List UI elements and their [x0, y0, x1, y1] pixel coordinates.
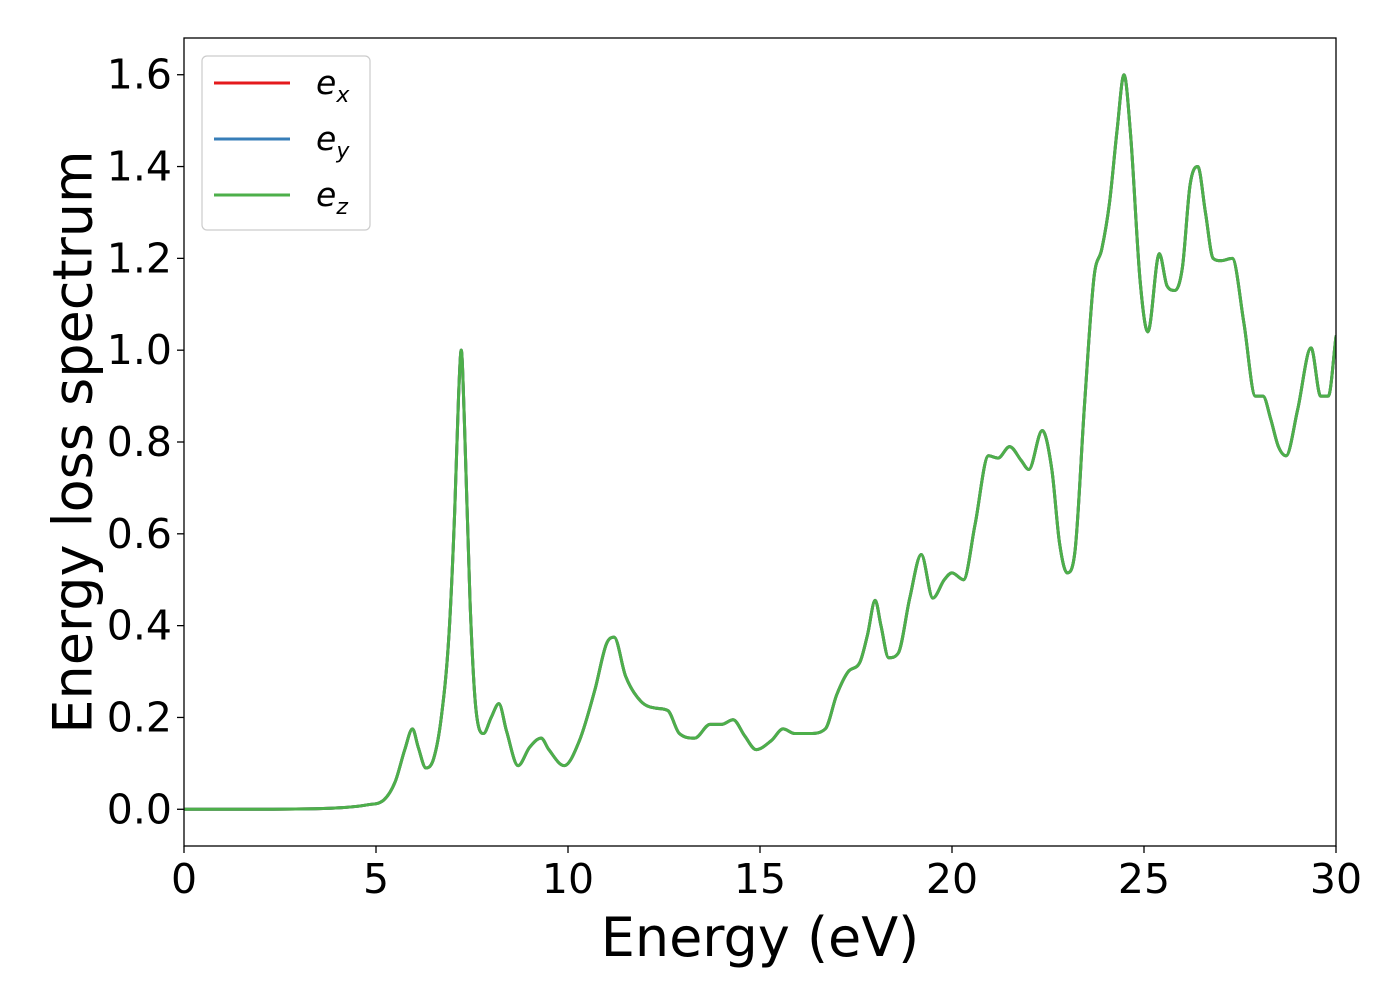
legend-box — [201, 55, 371, 231]
x-tick-label: 25 — [1118, 855, 1170, 903]
y-axis-title: Energy loss spectrum — [42, 150, 105, 733]
y-tick-label: 0.8 — [107, 418, 172, 466]
legend-label-base: e — [316, 175, 336, 214]
y-axis: 0.0 0.2 0.4 0.6 0.8 1.0 1.2 1.4 1.6 — [107, 51, 184, 833]
x-tick-label: 5 — [363, 855, 389, 903]
x-axis: 0 5 10 15 20 25 30 — [171, 846, 1362, 903]
legend-label-subscript: x — [335, 83, 350, 108]
x-axis-title: Energy (eV) — [601, 906, 920, 969]
series-line-ez — [184, 73, 1336, 811]
legend-label-base: e — [316, 63, 336, 102]
x-tick-label: 20 — [926, 855, 978, 903]
legend-label-subscript: y — [335, 139, 350, 164]
x-tick-label: 30 — [1310, 855, 1362, 903]
x-tick-label: 15 — [734, 855, 786, 903]
legend-label-ey: ey — [316, 119, 350, 164]
x-tick-label: 0 — [171, 855, 197, 903]
y-tick-label: 0.6 — [107, 510, 172, 558]
y-tick-label: 1.0 — [107, 326, 172, 374]
y-tick-label: 0.0 — [107, 785, 172, 833]
y-tick-label: 1.2 — [107, 234, 172, 282]
legend-label-ez: ez — [316, 175, 348, 220]
y-tick-label: 0.2 — [107, 693, 172, 741]
legend-label-ex: ex — [316, 63, 350, 108]
y-tick-label: 1.4 — [107, 143, 172, 191]
legend-label-subscript: z — [335, 195, 348, 220]
y-tick-label: 1.6 — [107, 51, 172, 99]
series-layer — [184, 73, 1336, 811]
y-tick-label: 0.4 — [107, 602, 172, 650]
legend-label-base: e — [316, 119, 336, 158]
x-tick-label: 10 — [542, 855, 594, 903]
